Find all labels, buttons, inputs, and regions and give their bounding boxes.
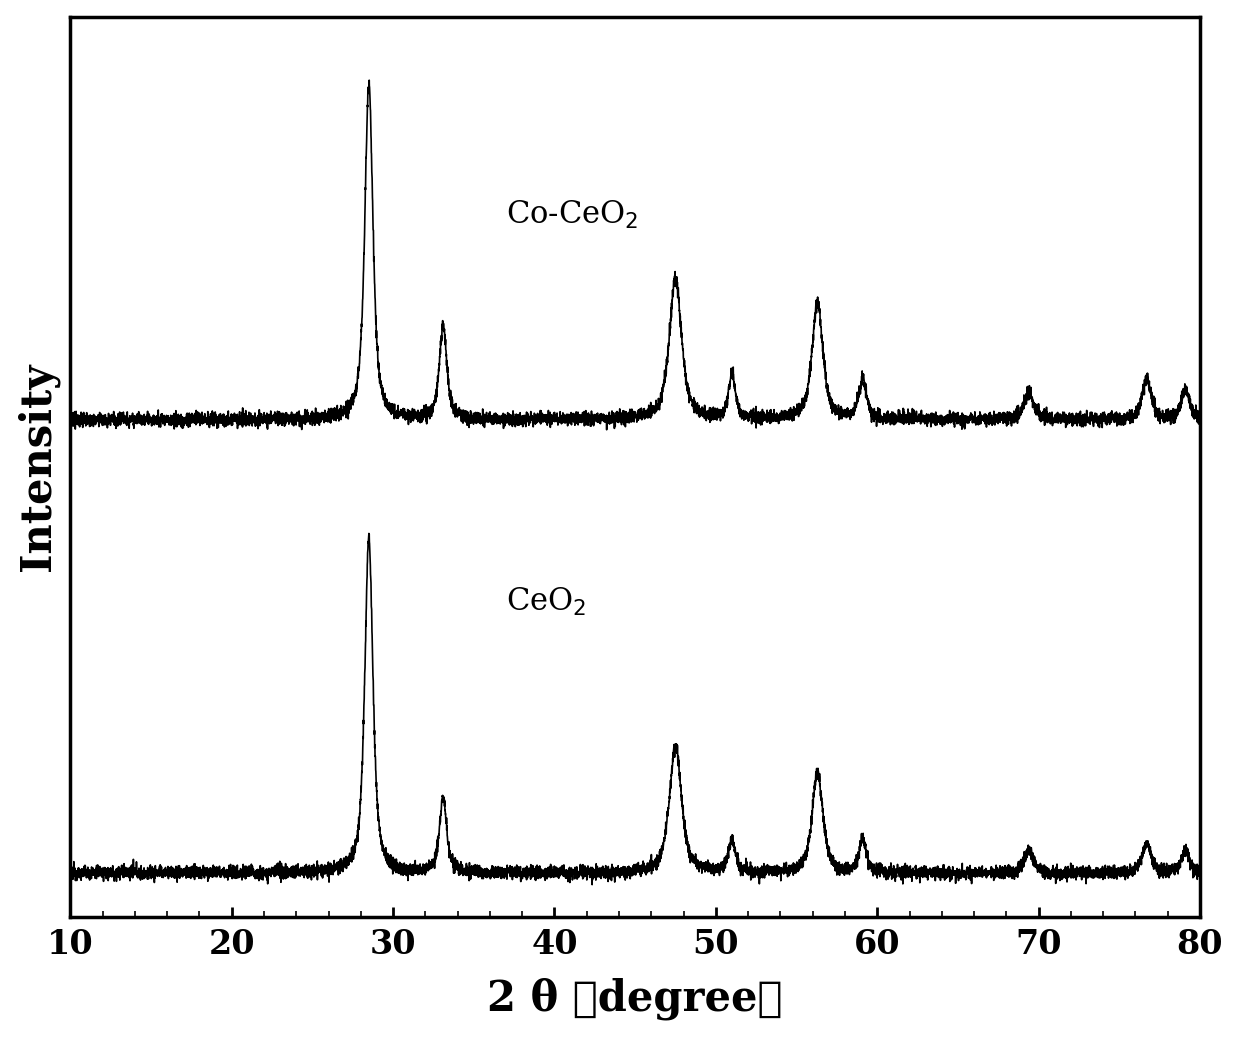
Y-axis label: Intensity: Intensity [16,363,60,571]
Text: Co-CeO$_2$: Co-CeO$_2$ [506,199,639,231]
X-axis label: 2 θ （degree）: 2 θ （degree） [487,978,782,1020]
Text: CeO$_2$: CeO$_2$ [506,586,587,618]
